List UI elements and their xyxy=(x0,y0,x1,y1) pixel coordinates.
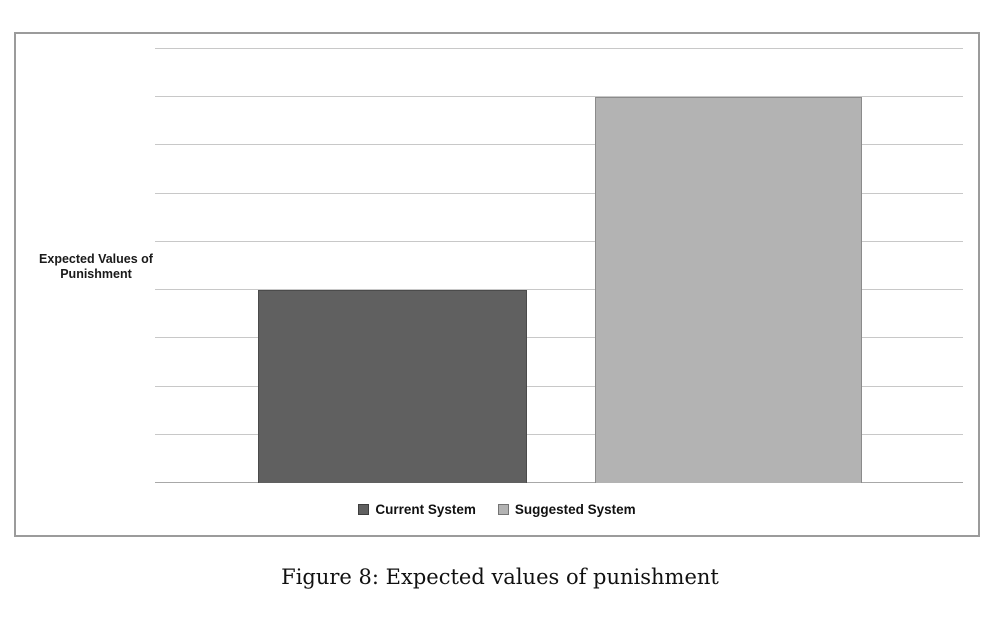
gridline xyxy=(155,96,963,98)
legend-item-suggested-system: Suggested System xyxy=(497,502,636,517)
figure-caption: Figure 8: Expected values of punishment xyxy=(281,565,719,589)
legend-label-suggested-system: Suggested System xyxy=(514,502,636,517)
chart-frame: Expected Values of Punishment Current Sy… xyxy=(14,32,980,537)
legend-label-current-system: Current System xyxy=(375,502,476,517)
y-axis-title-line: Punishment xyxy=(60,267,132,281)
y-axis-title: Expected Values of Punishment xyxy=(26,252,166,282)
gridline xyxy=(155,385,963,387)
gridline xyxy=(155,240,963,242)
legend-swatch-suggested-system-icon xyxy=(497,504,509,515)
gridline xyxy=(155,482,963,483)
bar-current-system xyxy=(258,290,527,483)
gridline xyxy=(155,192,963,194)
legend: Current System Suggested System xyxy=(16,502,978,517)
plot-area xyxy=(155,48,963,483)
bar-suggested-system xyxy=(595,97,862,483)
gridline xyxy=(155,433,963,435)
gridline xyxy=(155,144,963,146)
gridline xyxy=(155,289,963,291)
y-axis-title-line: Expected Values of xyxy=(39,252,153,266)
gridline xyxy=(155,337,963,339)
gridline xyxy=(155,48,963,49)
legend-swatch-current-system-icon xyxy=(358,504,370,515)
legend-item-current-system: Current System xyxy=(358,502,476,517)
